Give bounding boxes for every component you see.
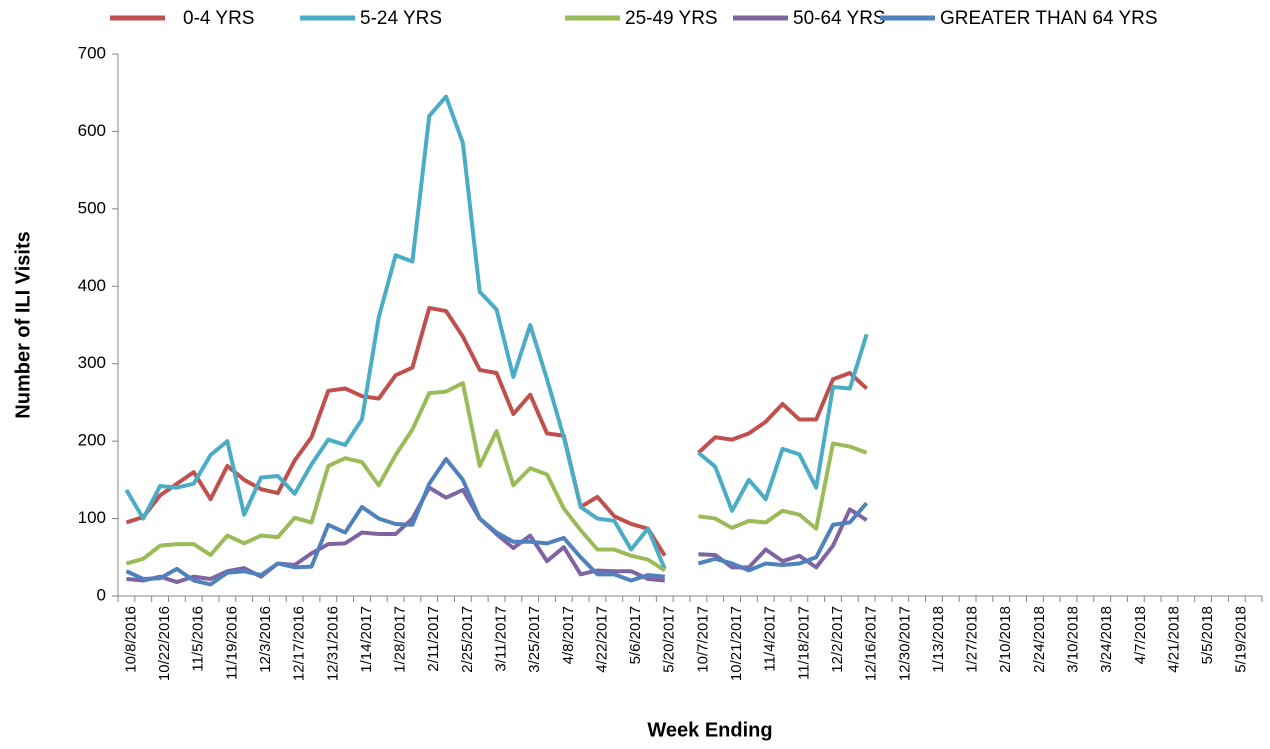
x-tick-label: 1/28/2017 — [392, 606, 409, 673]
y-tick-label: 400 — [78, 276, 106, 295]
x-tick-label: 11/4/2017 — [762, 606, 779, 672]
legend-text: 25-49 YRS — [625, 8, 718, 29]
x-tick-label: 2/11/2017 — [425, 606, 442, 672]
y-tick-label: 700 — [78, 43, 106, 62]
x-tick-label: 4/21/2018 — [1165, 606, 1182, 673]
x-tick-label: 3/24/2018 — [1098, 606, 1115, 673]
x-tick-label: 10/8/2016 — [122, 606, 139, 673]
series-line — [125, 381, 868, 573]
legend-text: 0-4 YRS — [183, 8, 254, 29]
x-tick-label: 12/2/2017 — [829, 606, 846, 673]
x-tick-label: 3/10/2018 — [1064, 606, 1081, 673]
x-tick-label: 1/13/2018 — [930, 606, 947, 673]
x-tick-label: 12/16/2017 — [863, 606, 880, 681]
x-tick-label: 1/14/2017 — [358, 606, 375, 673]
y-tick-label: 300 — [78, 353, 106, 372]
x-tick-label: 11/5/2016 — [190, 606, 207, 672]
x-tick-label: 4/8/2017 — [560, 606, 577, 664]
y-tick-label: 0 — [97, 585, 106, 604]
x-tick-label: 12/30/2017 — [896, 606, 913, 681]
x-tick-label: 5/5/2018 — [1199, 606, 1216, 664]
x-tick-label: 5/19/2018 — [1233, 606, 1250, 673]
y-tick-label: 600 — [78, 121, 106, 140]
y-axis-title: Number of ILI Visits — [12, 231, 34, 418]
x-tick-label: 3/11/2017 — [492, 606, 509, 672]
x-tick-label: 4/7/2018 — [1132, 606, 1149, 664]
x-tick-label: 11/19/2016 — [223, 606, 240, 680]
legend-text: 50-64 YRS — [793, 8, 886, 29]
series-line — [125, 456, 869, 587]
y-tick-label: 200 — [78, 431, 106, 450]
legend-text: GREATER THAN 64 YRS — [940, 8, 1158, 29]
x-tick-label: 12/17/2016 — [291, 606, 308, 681]
x-tick-label: 12/3/2016 — [257, 606, 274, 673]
x-tick-label: 4/22/2017 — [593, 606, 610, 673]
x-axis-title: Week Ending — [647, 719, 772, 741]
x-tick-label: 11/18/2017 — [795, 606, 812, 680]
x-tick-label: 3/25/2017 — [526, 606, 543, 673]
x-tick-label: 5/20/2017 — [661, 606, 678, 673]
x-tick-label: 10/7/2017 — [694, 606, 711, 673]
x-tick-label: 10/21/2017 — [728, 606, 745, 681]
y-tick-label: 100 — [78, 508, 106, 527]
x-tick-label: 12/31/2016 — [324, 606, 341, 681]
x-tick-label: 2/10/2018 — [997, 606, 1014, 673]
x-tick-label: 2/25/2017 — [459, 606, 476, 673]
legend-text: 5-24 YRS — [360, 8, 442, 29]
x-tick-label: 10/22/2016 — [156, 606, 173, 681]
x-tick-label: 1/27/2018 — [964, 606, 981, 673]
series-line — [124, 94, 869, 570]
x-tick-label: 5/6/2017 — [627, 606, 644, 664]
y-tick-label: 500 — [78, 198, 106, 217]
x-tick-label: 2/24/2018 — [1031, 606, 1048, 673]
